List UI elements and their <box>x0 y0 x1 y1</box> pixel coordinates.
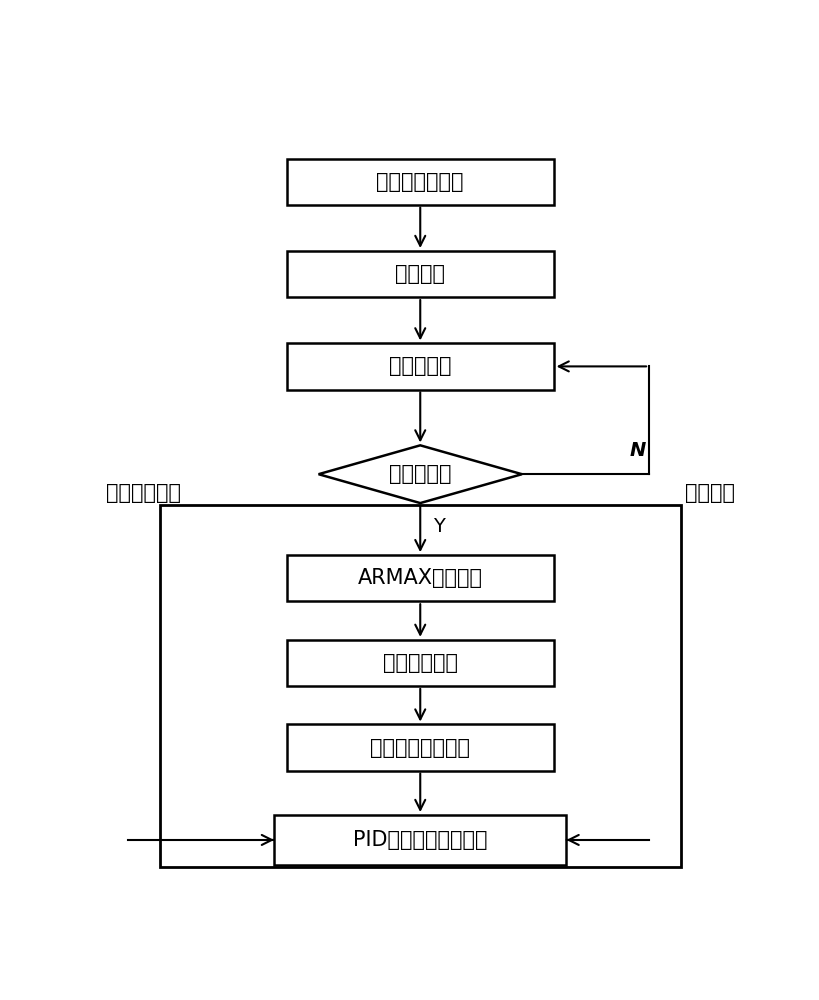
FancyBboxPatch shape <box>160 505 680 867</box>
Text: 延迟估计: 延迟估计 <box>684 483 734 503</box>
FancyBboxPatch shape <box>287 640 553 686</box>
Text: 数据采集: 数据采集 <box>395 264 445 284</box>
FancyBboxPatch shape <box>287 555 553 601</box>
FancyBboxPatch shape <box>287 343 553 389</box>
Text: 目标函数构造: 目标函数构造 <box>382 653 457 673</box>
Text: ARMAX模型辨识: ARMAX模型辨识 <box>357 568 482 588</box>
Text: 平稳性检验: 平稳性检验 <box>388 464 451 484</box>
Polygon shape <box>318 445 522 503</box>
FancyBboxPatch shape <box>274 815 566 865</box>
FancyBboxPatch shape <box>287 158 553 205</box>
FancyBboxPatch shape <box>287 724 553 771</box>
Text: 确定待评价回路: 确定待评价回路 <box>376 172 464 192</box>
Text: PID回路性能指标计算: PID回路性能指标计算 <box>352 830 487 850</box>
Text: 实际输出方差: 实际输出方差 <box>106 483 180 503</box>
Text: 数据预处理: 数据预处理 <box>388 356 451 376</box>
Text: N: N <box>629 441 645 460</box>
Text: Y: Y <box>432 517 444 536</box>
FancyBboxPatch shape <box>287 251 553 297</box>
Text: 混合遗传算法寻优: 混合遗传算法寻优 <box>370 738 469 758</box>
